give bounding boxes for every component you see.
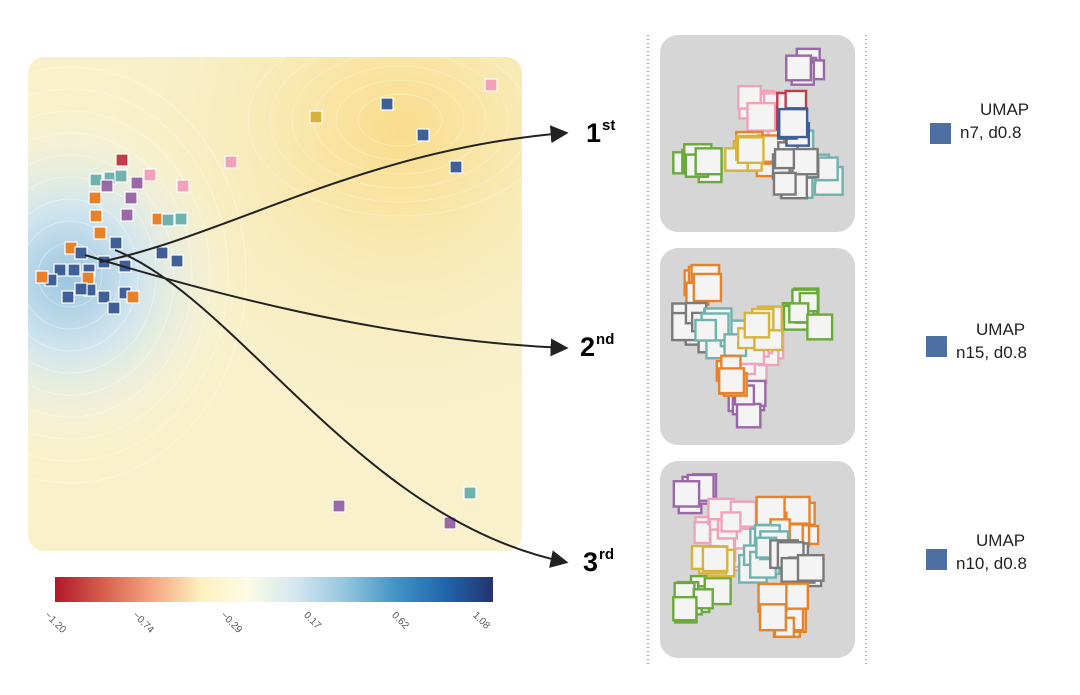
thumbnail-glyph (692, 272, 723, 303)
rank-suffix: nd (596, 331, 615, 348)
rank-number: 2 (580, 332, 596, 362)
legend-params: n7, d0.8 (960, 123, 1022, 142)
map-point (124, 191, 138, 205)
arrow-to-third (114, 249, 569, 568)
thumbnail-glyph (694, 318, 718, 342)
thumbnail-glyph (772, 171, 797, 196)
rank-third: 3rd (583, 546, 615, 577)
map-point (224, 155, 238, 169)
contour-line (247, 57, 522, 217)
map-point (88, 191, 102, 205)
legend-swatch (926, 336, 947, 357)
legend-swatch (930, 123, 951, 144)
map-point (109, 236, 123, 250)
map-point (67, 263, 81, 277)
thumbnail-glyph (672, 480, 701, 508)
projection-thumbnails (660, 35, 855, 658)
map-point (176, 179, 190, 193)
map-point (81, 271, 95, 285)
map-point (130, 176, 144, 190)
map-point (170, 254, 184, 268)
map-point (114, 169, 128, 183)
map-point (380, 97, 394, 111)
thumbnail-glyph (735, 402, 762, 429)
map-point (484, 78, 498, 92)
map-point (53, 263, 67, 277)
map-point (309, 110, 323, 124)
rank-suffix: st (602, 117, 616, 134)
rank-first: 1st (586, 117, 616, 148)
map-point (463, 486, 477, 500)
map-point (332, 499, 346, 513)
contour-line (28, 198, 139, 352)
ranking-arrows (84, 125, 569, 568)
contour-line (291, 57, 509, 189)
color-bar (55, 577, 493, 602)
legend-params: n15, d0.8 (956, 343, 1027, 362)
thumbnail-glyph (773, 148, 796, 170)
contour-line (28, 66, 247, 484)
map-point (74, 246, 88, 260)
map-point (89, 173, 103, 187)
contour-line (28, 132, 193, 418)
legend-first: UMAP n7, d0.8 (930, 100, 1070, 150)
thumbnail-glyph (743, 311, 771, 339)
thumbnail-glyph (694, 147, 723, 176)
thumbnail-glyph (758, 603, 788, 632)
map-point (155, 246, 169, 260)
legend-second: UMAP n15, d0.8 (926, 320, 1066, 370)
rank-second: 2nd (580, 331, 615, 362)
contour-line (357, 93, 443, 147)
projection-map (28, 57, 522, 551)
contour-line (269, 57, 522, 203)
thumbnail-glyph (791, 147, 819, 176)
rank-number: 3 (583, 547, 599, 577)
arrow-to-second (84, 254, 569, 357)
legend-method: UMAP (976, 531, 1026, 550)
contour-line (28, 110, 211, 440)
map-point (126, 290, 140, 304)
map-point (61, 290, 75, 304)
contour-line (335, 79, 465, 161)
thumbnail-glyph (720, 511, 742, 533)
map-point (74, 282, 88, 296)
map-point (35, 270, 49, 284)
contour-lines (28, 57, 522, 484)
map-point (416, 128, 430, 142)
legend-swatch (926, 549, 947, 570)
legend-third: UMAP n10, d0.8 (926, 531, 1066, 581)
map-point (89, 209, 103, 223)
thumbnail-glyph (746, 101, 777, 132)
contour-line (28, 154, 175, 396)
legend-params: n10, d0.8 (956, 554, 1027, 573)
map-point (174, 212, 188, 226)
thumbnail-glyph (736, 136, 765, 164)
map-point (120, 208, 134, 222)
contour-line (28, 220, 121, 330)
rank-suffix: rd (599, 546, 615, 563)
contour-line (28, 88, 229, 462)
map-point (161, 213, 175, 227)
map-point (93, 226, 107, 240)
map-point (115, 153, 129, 167)
map-point (449, 160, 463, 174)
map-point (100, 179, 114, 193)
legend-method: UMAP (980, 100, 1030, 119)
legend-method: UMAP (976, 320, 1026, 339)
thumbnail-glyph (788, 302, 810, 324)
rank-number: 1 (586, 118, 602, 148)
map-points (35, 78, 498, 530)
thumbnail-glyph (796, 553, 825, 582)
map-point (97, 290, 111, 304)
thumbnail-glyph (785, 54, 813, 82)
arrow-to-first (99, 125, 569, 263)
thumbnail-glyph (778, 107, 809, 139)
map-point (143, 168, 157, 182)
map-point (107, 301, 121, 315)
thumbnail-glyph (806, 313, 834, 341)
thumbnail-glyph (672, 595, 698, 622)
thumbnail-glyph (718, 367, 746, 395)
thumbnail-glyph (701, 545, 729, 573)
